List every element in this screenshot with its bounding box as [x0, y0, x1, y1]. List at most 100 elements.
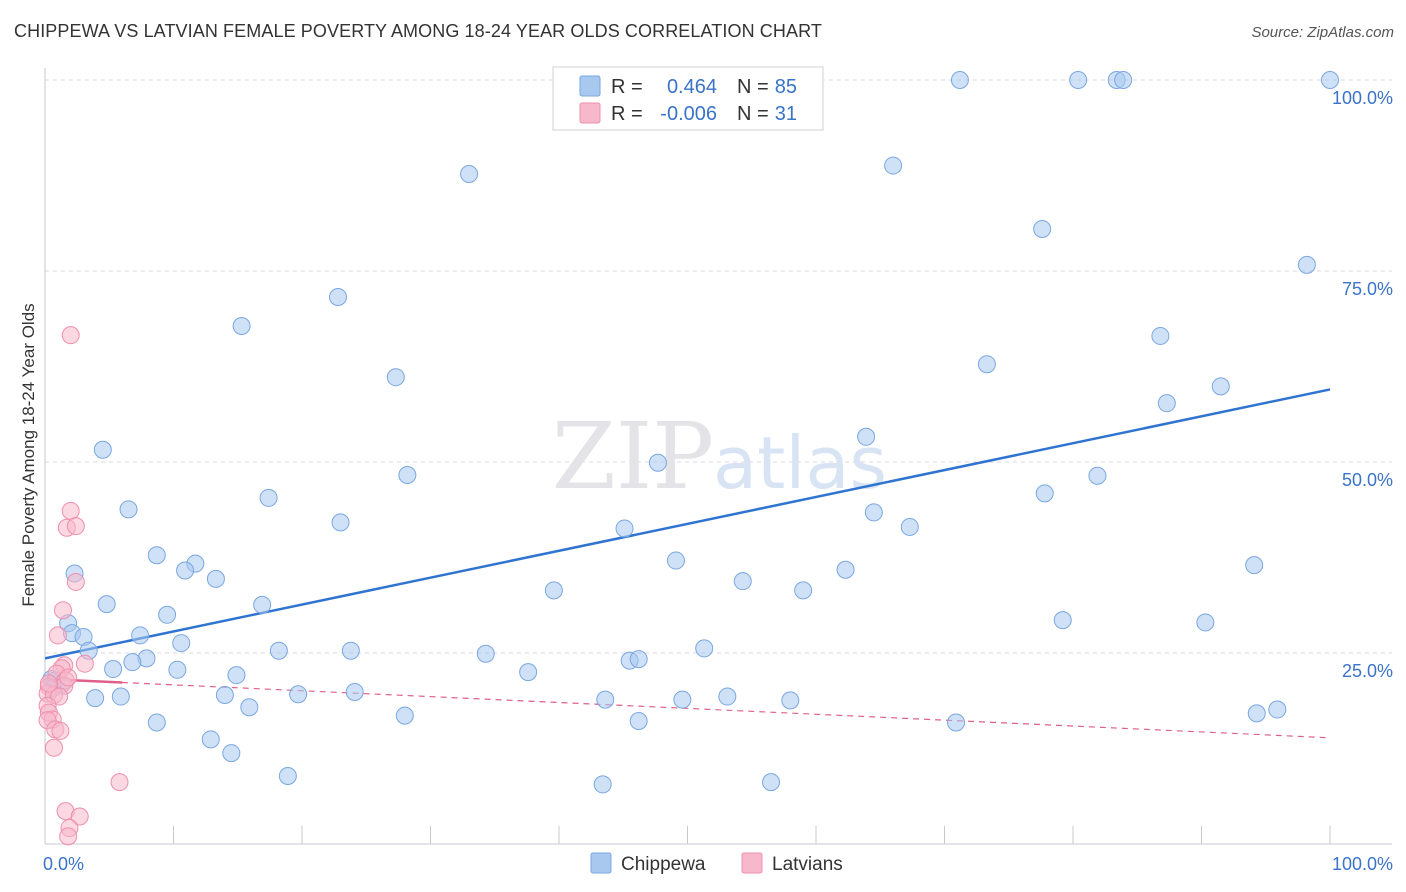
legend-r-label-2: R =: [611, 103, 643, 125]
legend-swatch-latvians: [579, 102, 601, 124]
chippewa-point: [119, 500, 138, 519]
chippewa-point: [341, 641, 360, 660]
chippewa-point: [1069, 71, 1088, 89]
bottom-legend-label-chippewa: Chippewa: [621, 854, 706, 875]
y-tick-label: 25.0%: [1342, 661, 1393, 681]
chippewa-point: [253, 595, 272, 614]
chippewa-point: [386, 368, 405, 387]
chippewa-point: [673, 690, 692, 709]
chippewa-point: [398, 465, 417, 484]
latvian-point: [110, 773, 129, 792]
chippewa-point: [460, 164, 479, 183]
bottom-legend-swatch-latvians: [741, 852, 763, 874]
tick-labels: 25.0% 50.0% 75.0% 100.0% 0.0% 100.0%: [43, 88, 1393, 874]
chippewa-point: [331, 513, 350, 532]
watermark: ZIP atlas: [552, 403, 887, 510]
chippewa-point: [147, 546, 166, 565]
chippewa-point: [794, 581, 813, 600]
data-points: [38, 71, 1339, 846]
chippewa-point: [695, 639, 714, 658]
chippewa-point: [884, 156, 903, 175]
legend-n-label-2: N =: [737, 103, 769, 125]
chippewa-point: [947, 713, 966, 732]
chippewa-point: [1088, 466, 1107, 485]
chippewa-point: [97, 595, 116, 614]
chippewa-point: [1035, 484, 1054, 503]
chart-title: CHIPPEWA VS LATVIAN FEMALE POVERTY AMONG…: [14, 21, 822, 41]
chippewa-point: [222, 744, 241, 763]
chippewa-point: [111, 687, 130, 706]
chippewa-point: [857, 427, 876, 446]
latvian-point: [70, 807, 89, 826]
latvian-point: [48, 626, 67, 645]
chippewa-point: [836, 560, 855, 579]
chippewa-point: [476, 644, 495, 663]
y-tick-label: 75.0%: [1342, 279, 1393, 299]
latvian-point: [61, 501, 80, 520]
chippewa-point: [232, 317, 251, 336]
chippewa-point: [86, 689, 105, 708]
chippewa-point: [1053, 611, 1072, 630]
chippewa-point: [519, 663, 538, 682]
chippewa-point: [1114, 71, 1133, 89]
y-tick-label: 100.0%: [1332, 88, 1393, 108]
latvian-point: [61, 326, 80, 345]
grid-lines: [45, 79, 1392, 654]
source-credit: Source: ZipAtlas.com: [1251, 24, 1394, 41]
chippewa-point: [259, 488, 278, 507]
latvian-point: [39, 674, 58, 693]
chippewa-point: [615, 519, 634, 538]
chippewa-point: [328, 287, 347, 306]
chippewa-point: [718, 687, 737, 706]
latvian-point: [66, 517, 85, 536]
chippewa-point: [733, 572, 752, 591]
latvian-trend-line-dashed: [44, 678, 1331, 739]
chippewa-point: [648, 453, 667, 472]
chippewa-point: [206, 569, 225, 588]
chippewa-point: [93, 440, 112, 459]
chippewa-point: [1321, 71, 1339, 89]
chippewa-point: [123, 653, 142, 672]
y-tick-label: 50.0%: [1342, 470, 1393, 490]
chippewa-point: [629, 711, 648, 730]
chippewa-point: [278, 767, 297, 786]
legend-n-value-2: 31: [775, 103, 797, 125]
bottom-legend: Chippewa Latvians: [590, 852, 843, 875]
chippewa-point: [596, 690, 615, 709]
chippewa-point: [168, 660, 187, 679]
bottom-legend-label-latvians: Latvians: [772, 854, 843, 875]
legend-box: R = 0.464 N = 85 R = -0.006 N = 31: [552, 66, 824, 131]
chippewa-point: [1157, 394, 1176, 413]
legend-swatch-chippewa: [579, 75, 601, 97]
latvian-point: [59, 827, 78, 846]
chippewa-point: [176, 561, 195, 580]
watermark-zip: ZIP: [552, 403, 714, 510]
legend-n-value-1: 85: [775, 76, 797, 98]
legend-r-label-1: R =: [611, 76, 643, 98]
chippewa-point: [289, 685, 308, 704]
chippewa-point: [1268, 700, 1287, 719]
latvian-point: [66, 572, 85, 591]
chippewa-point: [1033, 219, 1052, 238]
chippewa-point: [781, 691, 800, 710]
chippewa-point: [395, 706, 414, 725]
latvian-point: [75, 654, 94, 673]
x-tick-label: 100.0%: [1332, 854, 1393, 874]
bottom-legend-swatch-chippewa: [590, 852, 612, 874]
chippewa-point: [762, 773, 781, 792]
chippewa-point: [544, 581, 563, 600]
chippewa-point: [1151, 326, 1170, 345]
legend-r-value-1: 0.464: [667, 76, 717, 98]
chippewa-point: [950, 71, 969, 89]
chippewa-point: [1245, 556, 1264, 575]
chippewa-point: [1211, 377, 1230, 396]
chippewa-point: [900, 517, 919, 536]
chippewa-point: [172, 634, 191, 653]
chippewa-point: [977, 355, 996, 374]
chippewa-point: [593, 775, 612, 794]
latvian-point: [59, 668, 78, 687]
x-tick-label: 0.0%: [43, 854, 84, 874]
y-axis-label: Female Poverty Among 18-24 Year Olds: [19, 303, 38, 606]
chippewa-point: [215, 686, 234, 705]
